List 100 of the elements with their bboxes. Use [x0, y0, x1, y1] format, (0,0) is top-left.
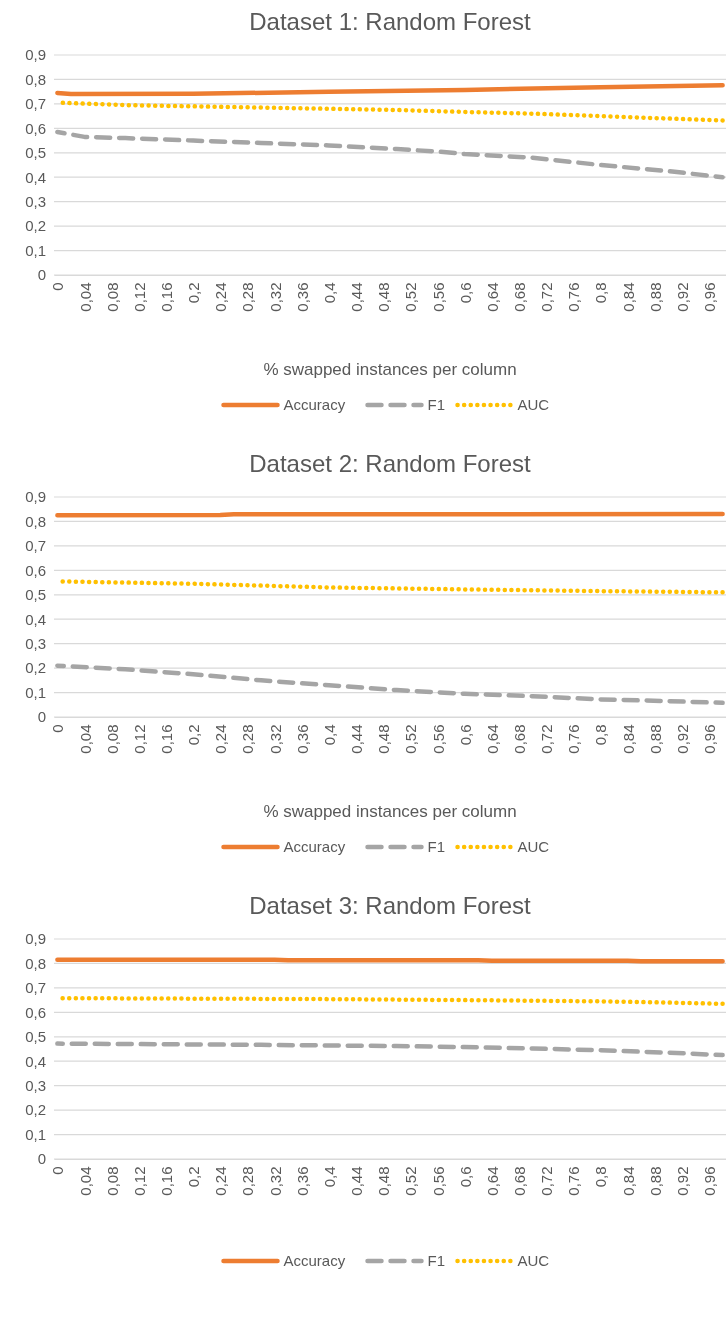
y-tick-label: 0,6	[25, 561, 46, 579]
x-tick-label: 0,4	[320, 282, 338, 304]
y-tick-label: 0,9	[25, 488, 46, 506]
x-tick-label: 0,56	[429, 1166, 447, 1196]
x-tick-label: 0,12	[130, 1166, 148, 1196]
legend-label: F1	[427, 838, 446, 855]
x-tick-label: 0,32	[266, 724, 284, 754]
x-tick-label: 0,84	[619, 1166, 637, 1196]
y-tick-label: 0,7	[25, 95, 46, 113]
y-tick-label: 0,7	[25, 537, 46, 555]
x-tick-label: 0,08	[103, 282, 121, 312]
x-axis-title: % swapped instances per column	[263, 802, 517, 821]
legend-label: AUC	[517, 838, 550, 855]
x-tick-label: 0,28	[239, 724, 257, 754]
x-tick-label: 0,88	[646, 1166, 664, 1196]
y-tick-label: 0,7	[25, 979, 46, 997]
y-tick-label: 0,9	[25, 46, 46, 64]
x-tick-label: 0,36	[293, 724, 311, 754]
chart-title: Dataset 1: Random Forest	[249, 8, 532, 35]
x-tick-label: 0,36	[293, 282, 311, 312]
x-tick-label: 0,92	[673, 1166, 691, 1196]
y-tick-label: 0,2	[25, 1101, 46, 1119]
y-tick-label: 0,2	[25, 217, 46, 235]
x-tick-label: 0,64	[483, 724, 501, 754]
x-tick-label: 0,44	[348, 282, 366, 312]
line-series	[55, 663, 725, 706]
x-tick-label: 0,36	[293, 1166, 311, 1196]
x-tick-label: 0,8	[592, 724, 610, 746]
x-tick-label: 0,04	[76, 1166, 94, 1196]
x-tick-label: 0,08	[103, 1166, 121, 1196]
x-tick-label: 0,84	[619, 724, 637, 754]
x-tick-label: 0,72	[538, 724, 556, 754]
y-tick-label: 0,5	[25, 144, 46, 162]
legend-label: AUC	[517, 1252, 550, 1269]
x-tick-label: 0,48	[375, 282, 393, 312]
x-tick-label: 0,88	[646, 724, 664, 754]
x-tick-label: 0,72	[538, 282, 556, 312]
line-series	[55, 83, 725, 97]
x-tick-label: 0,68	[510, 1166, 528, 1196]
y-tick-label: 0,5	[25, 586, 46, 604]
legend-label: F1	[427, 396, 446, 413]
x-tick-label: 0,8	[592, 1166, 610, 1188]
x-tick-label: 0,6	[456, 1166, 474, 1188]
x-tick-label: 0,64	[483, 282, 501, 312]
x-tick-label: 0,6	[456, 724, 474, 746]
x-tick-label: 0,6	[456, 282, 474, 304]
x-tick-label: 0,2	[185, 1166, 203, 1188]
y-tick-label: 0,1	[25, 241, 46, 259]
x-tick-label: 0,88	[646, 282, 664, 312]
x-tick-label: 0	[49, 1166, 67, 1175]
x-tick-label: 0,96	[701, 724, 719, 754]
line-series	[55, 129, 725, 180]
x-tick-label: 0,76	[565, 724, 583, 754]
y-tick-label: 0,5	[25, 1028, 46, 1046]
x-tick-label: 0,56	[429, 724, 447, 754]
x-tick-label: 0,24	[212, 282, 230, 312]
x-tick-label: 0,44	[348, 1166, 366, 1196]
x-axis-title: % swapped instances per column	[263, 360, 517, 379]
x-tick-label: 0,2	[185, 282, 203, 304]
legend-label: F1	[427, 1252, 446, 1269]
y-tick-label: 0,3	[25, 1076, 46, 1094]
y-tick-label: 0,4	[25, 610, 46, 628]
x-tick-label: 0,44	[348, 724, 366, 754]
y-tick-label: 0,1	[25, 683, 46, 701]
y-tick-label: 0,6	[25, 1003, 46, 1021]
chart-title: Dataset 3: Random Forest	[249, 892, 532, 919]
x-tick-label: 0,76	[565, 1166, 583, 1196]
y-tick-label: 0,3	[25, 634, 46, 652]
y-tick-label: 0,8	[25, 70, 46, 88]
x-tick-label: 0,92	[673, 724, 691, 754]
x-tick-label: 0,08	[103, 724, 121, 754]
x-tick-label: 0,8	[592, 282, 610, 304]
x-tick-label: 0,12	[130, 282, 148, 312]
x-tick-label: 0,04	[76, 282, 94, 312]
x-tick-label: 0,24	[212, 724, 230, 754]
y-tick-label: 0,1	[25, 1125, 46, 1143]
x-tick-label: 0,28	[239, 1166, 257, 1196]
x-tick-label: 0,92	[673, 282, 691, 312]
x-tick-label: 0,84	[619, 282, 637, 312]
x-tick-label: 0	[49, 282, 67, 291]
legend-label: AUC	[517, 396, 550, 413]
y-tick-label: 0,6	[25, 119, 46, 137]
x-tick-label: 0,52	[402, 282, 420, 312]
x-tick-label: 0,04	[76, 724, 94, 754]
legend-label: Accuracy	[283, 1252, 346, 1269]
x-tick-label: 0,48	[375, 724, 393, 754]
x-tick-label: 0,48	[375, 1166, 393, 1196]
x-tick-label: 0,16	[158, 724, 175, 754]
x-tick-label: 0,96	[701, 1166, 719, 1196]
x-tick-label: 0,64	[483, 1166, 501, 1196]
line-series	[55, 1041, 725, 1058]
y-tick-label: 0,2	[25, 659, 46, 677]
x-tick-label: 0,4	[320, 1166, 338, 1188]
legend-label: Accuracy	[283, 838, 346, 855]
y-tick-label: 0,4	[25, 168, 46, 186]
x-tick-label: 0,4	[320, 724, 338, 746]
x-tick-label: 0,16	[158, 282, 175, 312]
x-tick-label: 0,96	[701, 282, 719, 312]
y-tick-label: 0,4	[25, 1052, 46, 1070]
x-tick-label: 0,32	[266, 282, 284, 312]
